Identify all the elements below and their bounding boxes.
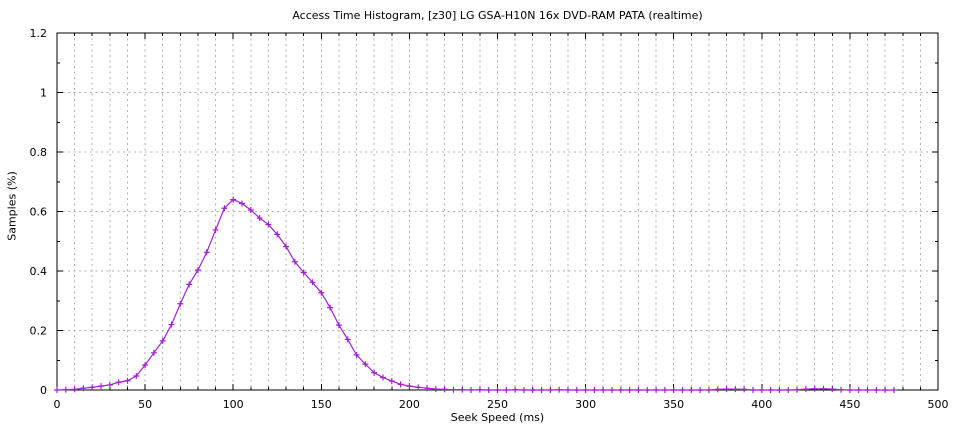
x-tick-label: 0 xyxy=(54,398,61,411)
y-tick-label: 0.2 xyxy=(30,325,48,338)
x-tick-label: 250 xyxy=(487,398,508,411)
x-tick-label: 350 xyxy=(663,398,684,411)
x-tick-label: 400 xyxy=(751,398,772,411)
y-tick-label: 1.2 xyxy=(30,27,48,40)
data-series-line xyxy=(56,199,894,391)
x-tick-label: 100 xyxy=(223,398,244,411)
x-tick-label: 150 xyxy=(311,398,332,411)
y-tick-label: 0 xyxy=(40,384,47,397)
x-tick-label: 200 xyxy=(399,398,420,411)
tick-labels: 0 50 100 150 200 250 300 350 400 450 500 0 0.2 0.4 0.6… xyxy=(30,27,949,411)
data-series-markers xyxy=(54,196,897,393)
x-axis-label: Seek Speed (ms) xyxy=(450,411,545,424)
x-tick-label: 50 xyxy=(138,398,152,411)
data-series xyxy=(54,196,897,393)
x-tick-label: 300 xyxy=(575,398,596,411)
y-tick-label: 0.4 xyxy=(30,265,48,278)
y-tick-label: 0.8 xyxy=(30,146,48,159)
grid-lines xyxy=(57,33,938,390)
y-tick-label: 1 xyxy=(40,87,47,100)
y-tick-label: 0.6 xyxy=(30,206,48,219)
x-tick-label: 500 xyxy=(928,398,949,411)
x-tick-label: 450 xyxy=(839,398,860,411)
chart-title: Access Time Histogram, [z30] LG GSA-H10N… xyxy=(292,9,703,22)
